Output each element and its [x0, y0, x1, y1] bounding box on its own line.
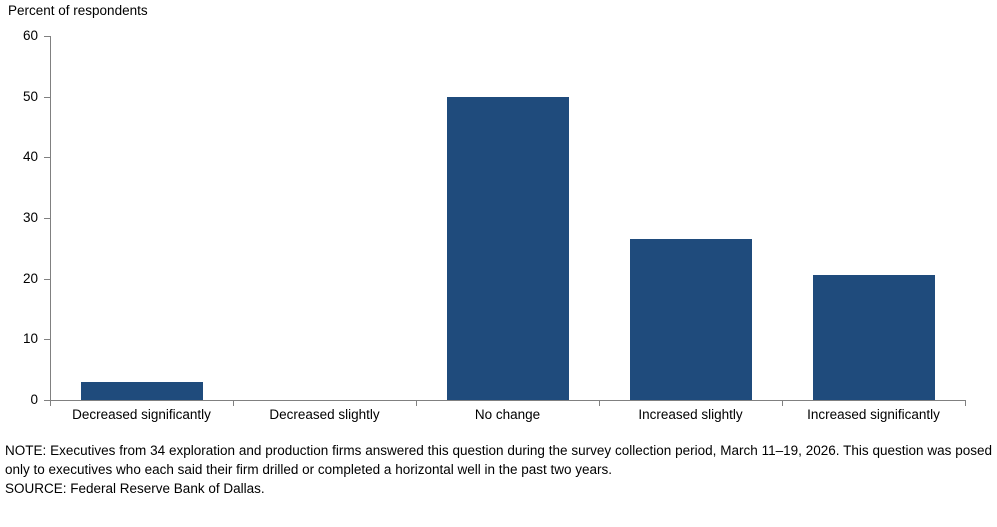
x-axis-tick [50, 401, 51, 406]
y-axis-tick [44, 36, 50, 37]
y-axis-tick-label: 0 [30, 392, 38, 407]
x-axis-label: Decreased significantly [72, 407, 211, 422]
y-axis-tick [44, 218, 50, 219]
x-axis-tick [965, 401, 966, 406]
y-axis-tick-label: 30 [22, 210, 38, 225]
y-axis-tick-label: 40 [22, 149, 38, 164]
x-axis-line [50, 400, 966, 401]
bar-decreased-significantly [81, 382, 203, 400]
y-axis-line [50, 36, 51, 401]
y-axis-tick [44, 400, 50, 401]
note-text: NOTE: Executives from 34 exploration and… [5, 443, 992, 477]
y-axis-tick-label: 50 [22, 89, 38, 104]
x-axis-label: Increased slightly [638, 407, 743, 422]
x-axis-tick [599, 401, 600, 406]
chart-title: Percent of respondents [8, 3, 148, 18]
y-axis-tick [44, 339, 50, 340]
bar-increased-significantly [813, 275, 935, 400]
x-axis-label: No change [474, 407, 541, 422]
plot-area: 0 10 20 30 40 50 60 Decreased significantly Dec… [22, 28, 966, 422]
source-text: SOURCE: Federal Reserve Bank of Dallas. [5, 481, 265, 496]
footnotes: NOTE: Executives from 34 exploration and… [5, 441, 992, 498]
x-axis-label: Increased significantly [807, 407, 940, 422]
bar-increased-slightly [630, 239, 752, 400]
x-axis-tick [416, 401, 417, 406]
y-axis-tick-label: 10 [22, 331, 38, 346]
x-axis-tick [233, 401, 234, 406]
y-axis-tick-label: 20 [22, 271, 38, 286]
x-axis-label: Decreased slightly [269, 407, 380, 422]
bar-no-change [447, 97, 569, 400]
x-axis-tick [782, 401, 783, 406]
y-axis-tick [44, 279, 50, 280]
y-axis-tick [44, 157, 50, 158]
y-axis-tick-label: 60 [22, 28, 38, 43]
y-axis-tick [44, 97, 50, 98]
